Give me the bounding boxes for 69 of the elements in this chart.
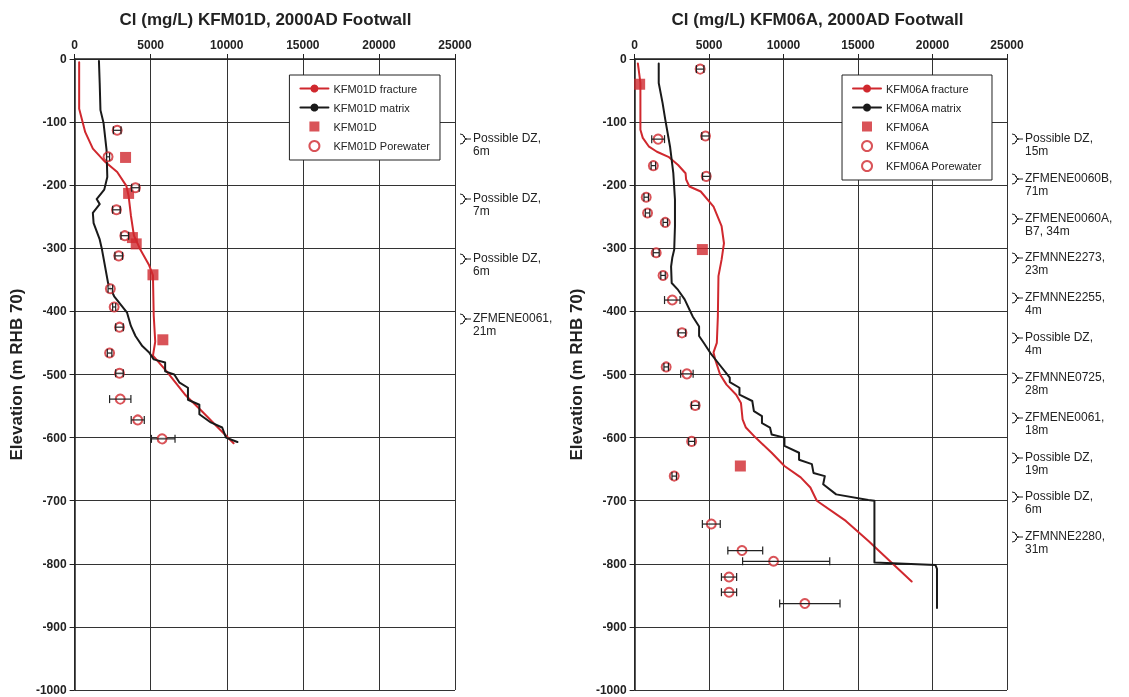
- y-tick-label: 0: [619, 52, 627, 66]
- text: ZFMNNE2255, 4m: [1025, 290, 1106, 318]
- x-tick-label: 5000: [695, 38, 723, 52]
- legend-label: KFM06A fracture: [886, 82, 969, 95]
- point: [147, 269, 159, 281]
- x-tick-label: 5000: [137, 38, 165, 52]
- y-tick-label: -400: [42, 304, 67, 319]
- legend-label: KFM06A matrix: [886, 101, 962, 114]
- x-tick-label: 0: [71, 38, 79, 52]
- text: ZFMENE0060B, 71m: [1025, 170, 1113, 198]
- y-tick-label: -700: [42, 493, 67, 508]
- y-tick-label: -500: [42, 367, 67, 382]
- text: Possible DZ, 7m: [473, 191, 543, 218]
- text: Possible DZ, 6m: [473, 131, 543, 158]
- point: [734, 460, 746, 472]
- x-tick-label: 25000: [990, 38, 1025, 52]
- text: Possible DZ, 4m: [1025, 330, 1095, 358]
- text: Possible DZ, 15m: [1025, 131, 1095, 158]
- y-tick-label: -200: [42, 178, 67, 193]
- y-tick-label: -300: [602, 241, 627, 256]
- point: [157, 334, 169, 346]
- legend-label: KFM06A: [886, 140, 930, 152]
- legend-label: KFM06A Porewater: [886, 160, 982, 172]
- y-tick-label: -900: [602, 619, 627, 634]
- y-tick-label: -800: [602, 556, 627, 571]
- y-tick-label: -600: [602, 430, 627, 445]
- legend-label: KFM01D: [333, 120, 377, 133]
- x-tick-label: 25000: [438, 38, 473, 52]
- text: Possible DZ, 6m: [1025, 489, 1095, 517]
- y-tick-label: -500: [602, 367, 627, 382]
- chart-title: Cl (mg/L) KFM01D, 2000AD Footwall: [119, 10, 412, 29]
- point: [634, 78, 646, 90]
- text: ZFMENE0061, 18m: [1025, 409, 1105, 437]
- x-tick-label: 0: [631, 38, 639, 52]
- y-axis-title: Elevation (m RHB 70): [7, 288, 26, 461]
- text: ZFMNNE2273, 23m: [1025, 250, 1106, 278]
- y-tick-label: -100: [602, 115, 627, 130]
- y-tick-label: -800: [42, 556, 67, 571]
- x-tick-label: 20000: [915, 38, 950, 52]
- x-tick-label: 15000: [841, 38, 876, 52]
- text: Possible DZ, 6m: [473, 251, 543, 278]
- text: Possible DZ, 19m: [1025, 449, 1095, 477]
- y-tick-label: -700: [602, 493, 627, 508]
- y-tick-label: -300: [42, 241, 67, 256]
- text: ZFMNNE2280, 31m: [1025, 529, 1106, 557]
- y-tick-label: -400: [602, 304, 627, 319]
- legend-label: KFM01D fracture: [333, 82, 418, 95]
- x-tick-label: 20000: [362, 38, 396, 52]
- y-tick-label: -900: [42, 619, 67, 634]
- y-tick-label: -600: [42, 430, 67, 445]
- y-tick-label: -100: [42, 115, 67, 130]
- x-tick-label: 15000: [286, 38, 320, 52]
- chart-title: Cl (mg/L) KFM06A, 2000AD Footwall: [671, 10, 964, 29]
- y-tick-label: -200: [602, 178, 627, 193]
- x-tick-label: 10000: [766, 38, 801, 52]
- point: [130, 238, 142, 250]
- y-axis-title: Elevation (m RHB 70): [567, 288, 586, 461]
- text: ZFMENE0061, 21m: [473, 311, 553, 338]
- point: [696, 244, 708, 256]
- point: [120, 151, 132, 163]
- y-tick-label: -1000: [35, 683, 67, 697]
- text: ZFMENE0060A, B7, 34m: [1025, 210, 1113, 238]
- legend-label: KFM06A: [886, 120, 930, 133]
- x-tick-label: 10000: [210, 38, 244, 52]
- legend-label: KFM01D Porewater: [333, 140, 431, 152]
- y-tick-label: 0: [59, 52, 67, 66]
- legend-label: KFM01D matrix: [333, 101, 411, 114]
- text: ZFMNNE0725, 28m: [1025, 369, 1106, 397]
- y-tick-label: -1000: [595, 683, 627, 697]
